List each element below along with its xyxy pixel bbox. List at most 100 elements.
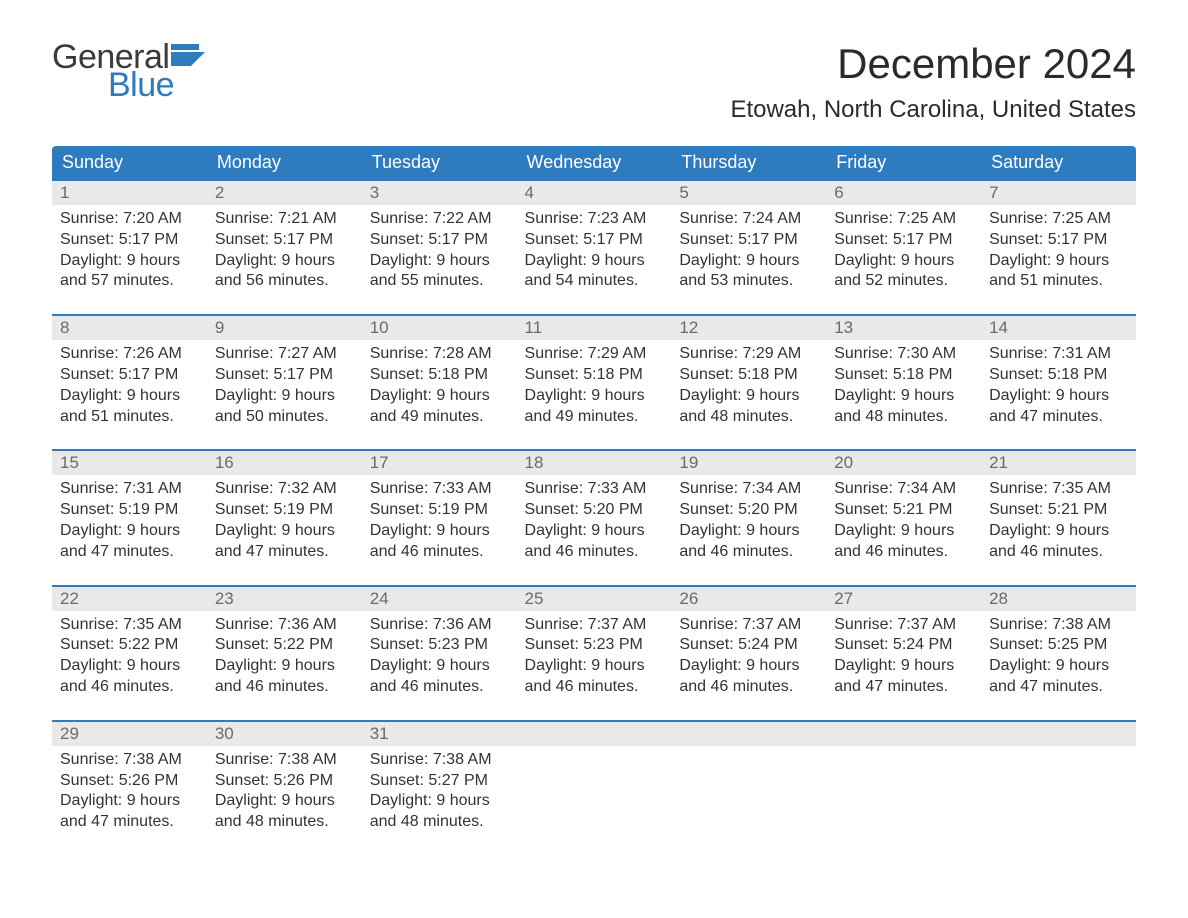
- daylight-line: Daylight: 9 hours and 48 minutes.: [679, 386, 818, 428]
- day-number: 28: [981, 587, 1136, 611]
- day-number: 31: [362, 722, 517, 746]
- day-details: Sunrise: 7:36 AMSunset: 5:22 PMDaylight:…: [207, 611, 362, 698]
- day-number: 3: [362, 181, 517, 205]
- daylight-line: Daylight: 9 hours and 53 minutes.: [679, 251, 818, 293]
- day-number: [981, 722, 1136, 746]
- day-number: [671, 722, 826, 746]
- sunset-line: Sunset: 5:26 PM: [60, 771, 199, 792]
- sunrise-line: Sunrise: 7:31 AM: [60, 479, 199, 500]
- sunrise-line: Sunrise: 7:32 AM: [215, 479, 354, 500]
- day-details: Sunrise: 7:24 AMSunset: 5:17 PMDaylight:…: [671, 205, 826, 292]
- calendar-day-cell: 7Sunrise: 7:25 AMSunset: 5:17 PMDaylight…: [981, 180, 1136, 315]
- calendar-day-cell: 12Sunrise: 7:29 AMSunset: 5:18 PMDayligh…: [671, 315, 826, 450]
- sunset-line: Sunset: 5:26 PM: [215, 771, 354, 792]
- sunset-line: Sunset: 5:20 PM: [679, 500, 818, 521]
- day-details: Sunrise: 7:37 AMSunset: 5:24 PMDaylight:…: [671, 611, 826, 698]
- calendar-day-cell: 19 Sunrise: 7:34 AMSunset: 5:20 PMDayligh…: [671, 450, 826, 585]
- daylight-line: Daylight: 9 hours and 46 minutes.: [370, 521, 509, 563]
- day-number: 17: [362, 451, 517, 475]
- day-details: Sunrise: 7:20 AMSunset: 5:17 PMDaylight:…: [52, 205, 207, 292]
- day-header: Tuesday: [362, 146, 517, 180]
- sunset-line: Sunset: 5:17 PM: [525, 230, 664, 251]
- daylight-line: Daylight: 9 hours and 47 minutes.: [989, 386, 1128, 428]
- sunset-line: Sunset: 5:18 PM: [525, 365, 664, 386]
- daylight-line: Daylight: 9 hours and 51 minutes.: [60, 386, 199, 428]
- day-number: 27: [826, 587, 981, 611]
- sunset-line: Sunset: 5:17 PM: [215, 365, 354, 386]
- sunset-line: Sunset: 5:17 PM: [215, 230, 354, 251]
- day-header: Friday: [826, 146, 981, 180]
- sunset-line: Sunset: 5:17 PM: [679, 230, 818, 251]
- sunset-line: Sunset: 5:25 PM: [989, 635, 1128, 656]
- sunrise-line: Sunrise: 7:21 AM: [215, 209, 354, 230]
- day-details: Sunrise: 7:23 AMSunset: 5:17 PMDaylight:…: [517, 205, 672, 292]
- day-details: Sunrise: 7:35 AMSunset: 5:22 PMDaylight:…: [52, 611, 207, 698]
- calendar-day-cell: [517, 721, 672, 855]
- daylight-line: Daylight: 9 hours and 52 minutes.: [834, 251, 973, 293]
- daylight-line: Daylight: 9 hours and 46 minutes.: [679, 521, 818, 563]
- day-details: Sunrise: 7:28 AMSunset: 5:18 PMDaylight:…: [362, 340, 517, 427]
- calendar-day-cell: 13Sunrise: 7:30 AMSunset: 5:18 PMDayligh…: [826, 315, 981, 450]
- day-number: 6: [826, 181, 981, 205]
- day-number: 19: [671, 451, 826, 475]
- day-number: 18: [517, 451, 672, 475]
- daylight-line: Daylight: 9 hours and 47 minutes.: [834, 656, 973, 698]
- day-header: Monday: [207, 146, 362, 180]
- calendar-day-cell: 28Sunrise: 7:38 AMSunset: 5:25 PMDayligh…: [981, 586, 1136, 721]
- sunrise-line: Sunrise: 7:31 AM: [989, 344, 1128, 365]
- calendar-day-cell: 6Sunrise: 7:25 AMSunset: 5:17 PMDaylight…: [826, 180, 981, 315]
- logo: General Blue: [52, 40, 205, 102]
- calendar-week-row: 29Sunrise: 7:38 AMSunset: 5:26 PMDayligh…: [52, 721, 1136, 855]
- sunset-line: Sunset: 5:19 PM: [370, 500, 509, 521]
- calendar-day-cell: 26Sunrise: 7:37 AMSunset: 5:24 PMDayligh…: [671, 586, 826, 721]
- calendar-week-row: 1Sunrise: 7:20 AMSunset: 5:17 PMDaylight…: [52, 180, 1136, 315]
- day-number: 21: [981, 451, 1136, 475]
- sunrise-line: Sunrise: 7:36 AM: [215, 615, 354, 636]
- day-details: Sunrise: 7:36 AMSunset: 5:23 PMDaylight:…: [362, 611, 517, 698]
- sunrise-line: Sunrise: 7:38 AM: [989, 615, 1128, 636]
- location-subtitle: Etowah, North Carolina, United States: [730, 96, 1136, 124]
- day-details: Sunrise: 7:27 AMSunset: 5:17 PMDaylight:…: [207, 340, 362, 427]
- sunset-line: Sunset: 5:20 PM: [525, 500, 664, 521]
- day-number: 4: [517, 181, 672, 205]
- day-details: Sunrise: 7:26 AMSunset: 5:17 PMDaylight:…: [52, 340, 207, 427]
- day-details: Sunrise: 7:25 AMSunset: 5:17 PMDaylight:…: [826, 205, 981, 292]
- day-number: 29: [52, 722, 207, 746]
- sunset-line: Sunset: 5:18 PM: [679, 365, 818, 386]
- day-number: 7: [981, 181, 1136, 205]
- sunset-line: Sunset: 5:17 PM: [60, 365, 199, 386]
- sunset-line: Sunset: 5:18 PM: [834, 365, 973, 386]
- calendar-day-cell: [981, 721, 1136, 855]
- day-details: Sunrise: 7:29 AMSunset: 5:18 PMDaylight:…: [517, 340, 672, 427]
- day-details: Sunrise: 7:38 AMSunset: 5:27 PMDaylight:…: [362, 746, 517, 833]
- calendar-day-cell: 14Sunrise: 7:31 AMSunset: 5:18 PMDayligh…: [981, 315, 1136, 450]
- day-details: Sunrise: 7:31 AMSunset: 5:18 PMDaylight:…: [981, 340, 1136, 427]
- daylight-line: Daylight: 9 hours and 47 minutes.: [215, 521, 354, 563]
- calendar-week-row: 15Sunrise: 7:31 AMSunset: 5:19 PMDayligh…: [52, 450, 1136, 585]
- sunrise-line: Sunrise: 7:26 AM: [60, 344, 199, 365]
- sunrise-line: Sunrise: 7:38 AM: [370, 750, 509, 771]
- sunset-line: Sunset: 5:19 PM: [60, 500, 199, 521]
- calendar-day-cell: 24Sunrise: 7:36 AMSunset: 5:23 PMDayligh…: [362, 586, 517, 721]
- sunrise-line: Sunrise: 7:33 AM: [370, 479, 509, 500]
- calendar-week-row: 22Sunrise: 7:35 AMSunset: 5:22 PMDayligh…: [52, 586, 1136, 721]
- sunrise-line: Sunrise: 7:38 AM: [60, 750, 199, 771]
- sunrise-line: Sunrise: 7:37 AM: [834, 615, 973, 636]
- sunrise-line: Sunrise: 7:38 AM: [215, 750, 354, 771]
- calendar-day-cell: 27Sunrise: 7:37 AMSunset: 5:24 PMDayligh…: [826, 586, 981, 721]
- day-number: 5: [671, 181, 826, 205]
- day-number: 11: [517, 316, 672, 340]
- day-number: 15: [52, 451, 207, 475]
- sunset-line: Sunset: 5:22 PM: [215, 635, 354, 656]
- day-number: 1: [52, 181, 207, 205]
- day-details: Sunrise: 7:33 AMSunset: 5:19 PMDaylight:…: [362, 475, 517, 562]
- sunrise-line: Sunrise: 7:34 AM: [679, 479, 818, 500]
- sunset-line: Sunset: 5:27 PM: [370, 771, 509, 792]
- day-number: 26: [671, 587, 826, 611]
- daylight-line: Daylight: 9 hours and 46 minutes.: [370, 656, 509, 698]
- day-details: Sunrise: 7:37 AMSunset: 5:23 PMDaylight:…: [517, 611, 672, 698]
- logo-word-2: Blue: [108, 68, 205, 102]
- calendar-day-cell: 30Sunrise: 7:38 AMSunset: 5:26 PMDayligh…: [207, 721, 362, 855]
- daylight-line: Daylight: 9 hours and 48 minutes.: [215, 791, 354, 833]
- daylight-line: Daylight: 9 hours and 48 minutes.: [370, 791, 509, 833]
